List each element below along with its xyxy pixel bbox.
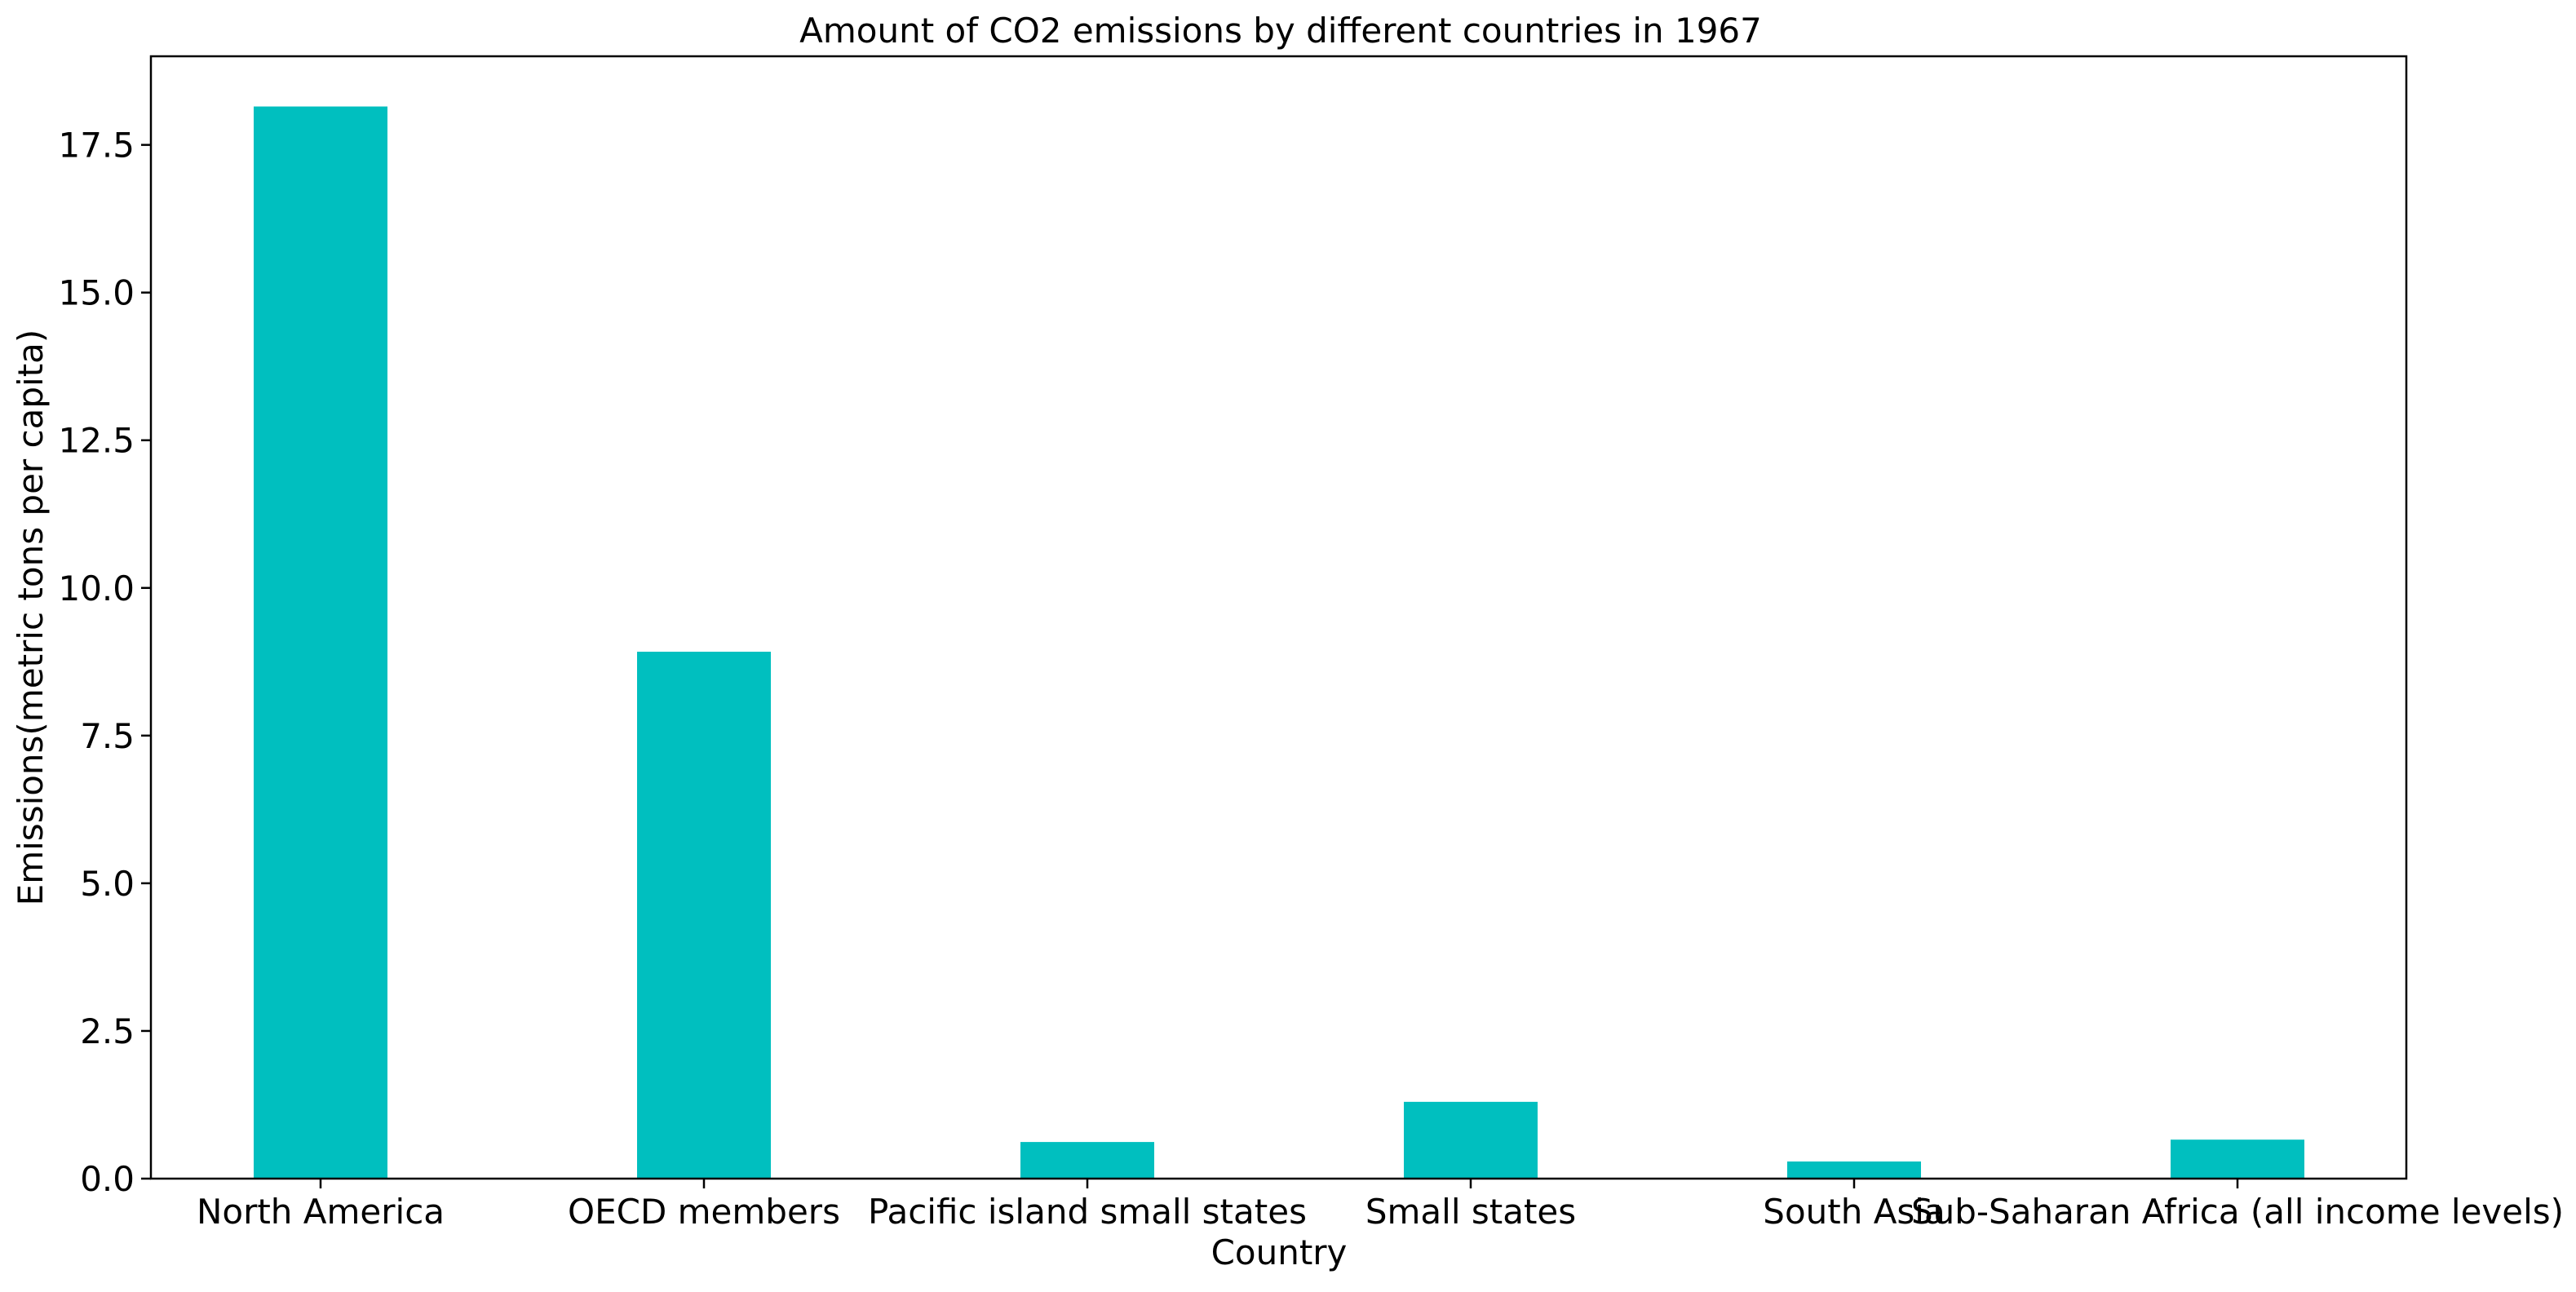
plot-frame	[149, 55, 2408, 1180]
y-tick-label-7: 17.5	[58, 126, 135, 166]
x-tick-label-1: OECD members	[568, 1192, 840, 1232]
y-tick-label-2: 5.0	[80, 864, 135, 904]
bar-1	[637, 652, 771, 1179]
x-tick-label-3: Small states	[1365, 1192, 1576, 1232]
bars-layer	[254, 106, 2304, 1179]
x-tick-label-0: North America	[197, 1192, 445, 1232]
y-tick-label-1: 2.5	[80, 1011, 135, 1051]
y-tick-label-6: 15.0	[58, 273, 135, 313]
y-axis-label: Emissions(metric tons per capita)	[11, 330, 51, 906]
y-tick-label-0: 0.0	[80, 1159, 135, 1199]
bar-2	[1020, 1142, 1154, 1179]
x-tick-label-2: Pacific island small states	[868, 1192, 1307, 1232]
y-axis-ticks: 0.0 2.5 5.0 7.5 10.0 12.5 15.0 17.5	[58, 126, 151, 1199]
x-tick-label-4: South Asia	[1763, 1192, 1945, 1232]
bar-3	[1404, 1101, 1538, 1179]
y-tick-label-3: 7.5	[80, 716, 135, 756]
x-axis-label: Country	[1211, 1232, 1348, 1272]
y-tick-label-5: 12.5	[58, 421, 135, 461]
chart-title: Amount of CO2 emissions by different cou…	[799, 11, 1762, 51]
bar-0	[254, 106, 387, 1179]
x-tick-label-5: Sub-Saharan Africa (all income levels)	[1911, 1192, 2564, 1232]
y-tick-label-4: 10.0	[58, 569, 135, 608]
bar-4	[1787, 1161, 1921, 1179]
x-axis-ticks: North America OECD members Pacific island …	[197, 1179, 2564, 1232]
bar-5	[2171, 1139, 2304, 1179]
